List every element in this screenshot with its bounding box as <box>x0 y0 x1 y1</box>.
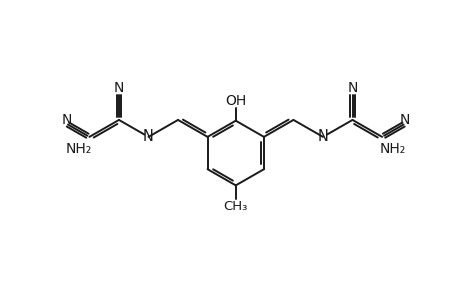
Text: N: N <box>399 113 409 128</box>
Text: OH: OH <box>224 94 246 108</box>
Text: N: N <box>143 129 154 144</box>
Text: CH₃: CH₃ <box>223 200 247 213</box>
Text: N: N <box>113 81 124 95</box>
Text: N: N <box>347 81 357 95</box>
Text: NH₂: NH₂ <box>379 142 405 156</box>
Text: NH₂: NH₂ <box>65 142 91 156</box>
Text: N: N <box>317 129 328 144</box>
Text: N: N <box>62 113 72 128</box>
